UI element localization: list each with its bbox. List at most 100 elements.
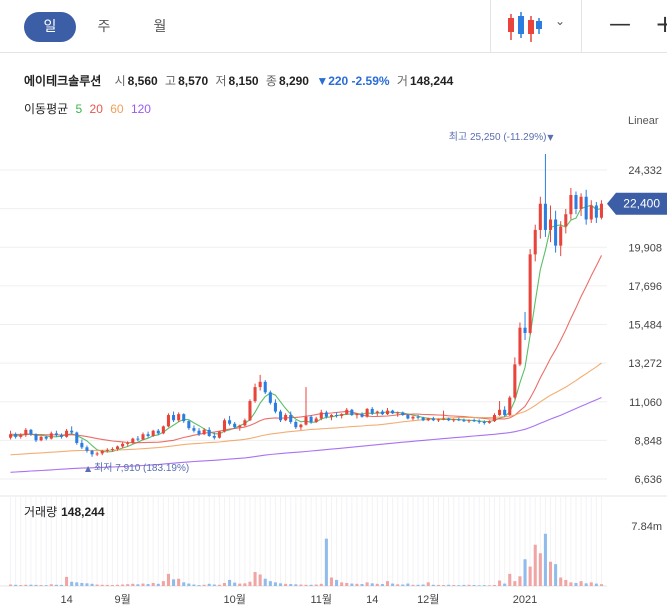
volume-bar: [411, 584, 415, 586]
candle-body: [482, 422, 486, 424]
candle-body: [172, 415, 176, 421]
candle: [105, 448, 109, 453]
candle-body: [248, 401, 252, 421]
zoom-out-button[interactable]: —: [609, 12, 631, 37]
candle-body: [345, 409, 349, 415]
candle-body: [212, 435, 216, 438]
candle-body: [584, 196, 588, 220]
candle: [222, 418, 227, 433]
volume-bar: [172, 579, 176, 586]
volume-bar: [538, 553, 542, 586]
candle-body: [182, 414, 186, 422]
candle-body: [421, 417, 425, 421]
tab-weekly[interactable]: 주: [97, 19, 111, 35]
scale-mode-toggle[interactable]: Linear: [628, 115, 659, 127]
candle: [309, 415, 313, 424]
candle-body: [340, 414, 344, 416]
volume-bar: [273, 582, 277, 586]
volume-bar: [141, 583, 145, 586]
chart-type-selector[interactable]: [490, 0, 582, 52]
volume-bar: [472, 585, 476, 586]
volume-panel-title: 거래량: [24, 505, 58, 519]
candle: [85, 445, 89, 453]
candle-body: [391, 410, 395, 414]
candle-body: [467, 420, 471, 422]
volume-bar: [59, 584, 64, 586]
candle: [559, 221, 563, 257]
volume-value: 148,244: [409, 74, 454, 88]
volume-bar: [100, 584, 104, 586]
top-toolbar: 일 주 월 ⌄ — +: [0, 0, 667, 53]
volume-bar: [508, 573, 512, 586]
candle-body: [574, 195, 578, 209]
candle-body: [192, 428, 196, 431]
candle: [426, 417, 430, 422]
candle-body: [533, 229, 537, 255]
high-annotation: 최고 25,250 (-11.29%): [449, 131, 547, 143]
tab-monthly[interactable]: 월: [153, 19, 167, 35]
candle-body: [228, 420, 232, 424]
candle-body: [289, 415, 293, 423]
volume-bar: [487, 585, 491, 586]
volume-bar: [126, 584, 130, 586]
candle: [564, 208, 568, 234]
candle: [115, 445, 120, 451]
candle-body: [528, 254, 532, 333]
candle: [29, 428, 33, 436]
candle: [279, 409, 283, 423]
candle-body: [161, 426, 165, 434]
chevron-down-icon[interactable]: ⌄: [555, 14, 566, 28]
candle: [258, 374, 262, 391]
candle: [355, 413, 359, 419]
candle-body: [146, 434, 150, 436]
candle-body: [411, 416, 415, 419]
open-label: 시: [114, 74, 126, 88]
candle: [243, 418, 247, 427]
volume-bar: [284, 583, 288, 586]
candle: [584, 189, 588, 225]
volume-bar: [375, 583, 379, 586]
volume-bar: [314, 584, 318, 586]
candle: [329, 414, 333, 421]
candle-body: [279, 411, 283, 421]
candle-body: [177, 414, 181, 421]
zoom-in-button[interactable]: +: [655, 10, 667, 38]
candle-body: [273, 402, 277, 412]
candle: [487, 420, 491, 424]
x-tick-label: 12월: [417, 593, 439, 606]
volume-bar: [431, 584, 435, 586]
candle-body: [304, 416, 308, 425]
candle-body: [59, 435, 64, 437]
candle: [182, 413, 186, 423]
volume-bar: [533, 544, 537, 586]
candle: [543, 153, 547, 237]
candle-body: [538, 203, 542, 230]
candle-body: [457, 419, 461, 421]
y-tick-label: 13,272: [628, 358, 662, 370]
candle-body: [319, 412, 323, 419]
volume-bar: [462, 584, 466, 586]
volume-bar: [319, 583, 323, 586]
candle-body: [498, 409, 502, 416]
volume-bar: [182, 582, 186, 586]
candle-body: [34, 434, 38, 441]
candle-body: [406, 415, 410, 419]
candle-body: [136, 438, 140, 440]
candle: [436, 418, 440, 423]
volume-bar: [457, 585, 461, 586]
moving-average-legend[interactable]: 이동평균 5 20 60 120: [24, 100, 155, 117]
candle: [467, 419, 471, 423]
volume-bar: [289, 584, 293, 586]
volume-bar: [212, 584, 216, 586]
volume-bar: [503, 583, 507, 586]
candle-body: [452, 419, 456, 421]
candle: [19, 433, 23, 439]
volume-bar: [65, 576, 69, 586]
candle: [100, 449, 104, 456]
ma-60-line: [10, 362, 602, 456]
volume-bar: [115, 584, 120, 586]
tab-daily[interactable]: 일: [24, 12, 76, 42]
volume-bar: [228, 579, 232, 586]
volume-bar: [146, 584, 150, 586]
